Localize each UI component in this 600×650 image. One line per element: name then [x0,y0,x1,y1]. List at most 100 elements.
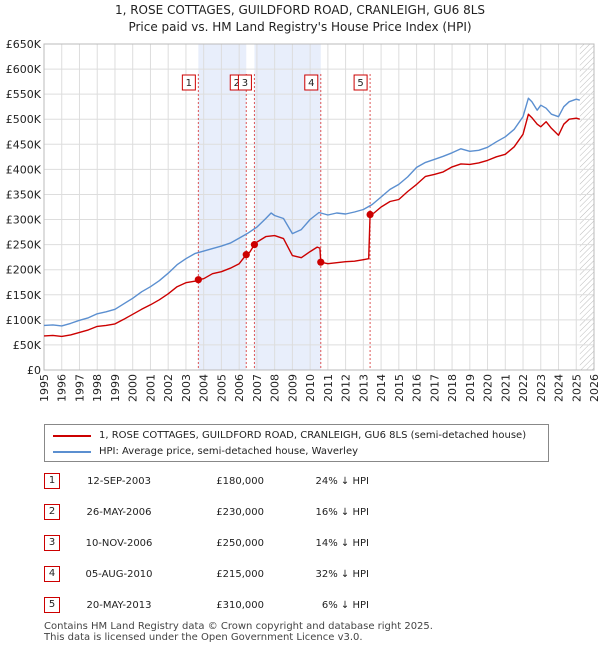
y-tick-label: £50K [13,339,42,352]
x-tick-label: 2022 [517,374,530,402]
table-row: 4 05-AUG-2010 £215,000 32% ↓ HPI [44,565,374,585]
y-tick-label: £300K [6,214,42,227]
sale-date: 20-MAY-2013 [86,600,152,611]
sale-point [366,210,374,219]
legend-swatch-hpi [53,451,91,453]
x-tick-label: 2018 [446,374,459,402]
x-tick-label: 2002 [162,374,175,402]
sale-price: £250,000 [216,538,264,549]
y-tick-label: £500K [6,113,42,126]
sale-number-box [304,74,319,91]
plot-frame [43,43,595,371]
x-tick-label: 2004 [198,374,211,402]
sale-price: £180,000 [216,476,264,487]
x-tick-label: 2017 [428,374,441,402]
x-tick-label: 2026 [588,374,600,402]
sale-point [242,251,250,259]
sale-date: 12-SEP-2003 [87,476,151,487]
price-chart: £0 £50K £100K £150K £200K £250K £300K £350K £400… [6,38,600,402]
x-tick-label: 2016 [411,374,424,402]
table-row: 2 26-MAY-2006 £230,000 16% ↓ HPI [44,503,374,523]
x-tick-label: 2020 [482,374,495,402]
table-row: 3 10-NOV-2006 £250,000 14% ↓ HPI [44,534,374,554]
chart-title: 1, ROSE COTTAGES, GUILDFORD ROAD, CRANLE… [114,3,486,17]
x-tick-label: 1995 [38,374,51,402]
y-tick-label: £650K [6,38,42,51]
footer-copyright: Contains HM Land Registry data © Crown c… [44,621,433,632]
footer-attribution: Contains HM Land Registry data © Crown c… [44,621,433,643]
x-tick-label: 2007 [251,374,264,402]
forecast-region [579,44,594,370]
sale-price: £310,000 [216,600,264,611]
sale-marker-badge: 2 [44,504,60,520]
hpi-series-line [43,97,580,327]
x-tick-label: 2009 [286,374,299,402]
sale-hpi-diff: 6% ↓ HPI [321,600,369,611]
sale-marker-badge: 5 [44,597,60,613]
y-tick-label: £250K [6,239,42,252]
sale-point [194,276,202,284]
x-tick-label: 2005 [215,374,228,402]
y-tick-label: £450K [6,138,42,151]
sale-date: 10-NOV-2006 [85,538,153,549]
sale-date: 05-AUG-2010 [85,569,153,580]
x-tick-label: 2019 [464,374,477,402]
sale-price: £215,000 [216,569,264,580]
x-tick-label: 2023 [535,374,548,402]
y-tick-label: £0 [27,364,41,377]
sale-number-label: 5 [357,78,363,89]
x-tick-label: 1999 [109,374,122,402]
x-tick-label: 2014 [375,374,388,402]
sale-number-label: 2 [234,78,240,89]
x-tick-label: 2011 [322,374,335,402]
y-tick-label: £550K [6,88,42,101]
y-tick-label: £600K [6,63,42,76]
y-tick-label: £100K [6,314,42,327]
x-tick-label: 1996 [56,374,69,402]
x-tick-label: 1998 [91,374,104,402]
ownership-period-shade [254,44,321,370]
sale-marker-badge: 4 [44,566,60,582]
y-tick-label: £150K [6,289,42,302]
sale-hpi-diff: 16% ↓ HPI [315,507,369,518]
legend-label-hpi: HPI: Average price, semi-detached house,… [99,446,359,457]
sale-number-label: 4 [308,78,314,89]
sale-point [250,241,259,249]
chart-subtitle: Price paid vs. HM Land Registry's House … [128,20,472,34]
y-tick-label: £350K [6,188,42,201]
chart-title-block: 1, ROSE COTTAGES, GUILDFORD ROAD, CRANLE… [0,2,600,36]
x-tick-label: 2012 [340,374,353,402]
sale-point [317,258,325,266]
x-tick-label: 2013 [357,374,370,402]
ownership-period-shade [198,44,247,370]
sale-marker-badge: 3 [44,535,60,551]
x-tick-label: 2015 [393,374,406,402]
footer-licence: This data is licensed under the Open Gov… [44,632,363,643]
sale-number-box [181,74,196,91]
sale-hpi-diff: 32% ↓ HPI [315,569,369,580]
y-tick-label: £400K [6,163,42,176]
x-tick-label: 2006 [233,374,246,402]
x-tick-label: 2024 [553,374,566,402]
sale-number-box [237,74,252,91]
sale-marker-badge: 1 [44,473,60,489]
sale-date: 26-MAY-2006 [86,507,152,518]
sale-hpi-diff: 14% ↓ HPI [315,538,369,549]
table-row: 5 20-MAY-2013 £310,000 6% ↓ HPI [44,596,374,616]
legend-label-property: 1, ROSE COTTAGES, GUILDFORD ROAD, CRANLE… [99,430,527,441]
legend-swatch-property [53,435,91,437]
chart-legend: 1, ROSE COTTAGES, GUILDFORD ROAD, CRANLE… [44,424,549,462]
x-tick-label: 1997 [73,374,86,402]
x-tick-label: 2003 [180,374,193,402]
x-tick-label: 2021 [499,374,512,402]
table-row: 1 12-SEP-2003 £180,000 24% ↓ HPI [44,472,374,492]
sale-number-box [353,74,368,91]
sale-price: £230,000 [216,507,264,518]
x-tick-label: 2010 [304,374,317,402]
sale-hpi-diff: 24% ↓ HPI [315,476,369,487]
x-tick-label: 2001 [144,374,157,402]
sale-number-label: 3 [242,78,248,89]
x-tick-label: 2000 [127,374,140,402]
sale-number-label: 1 [186,78,192,89]
x-tick-label: 2008 [269,374,282,402]
